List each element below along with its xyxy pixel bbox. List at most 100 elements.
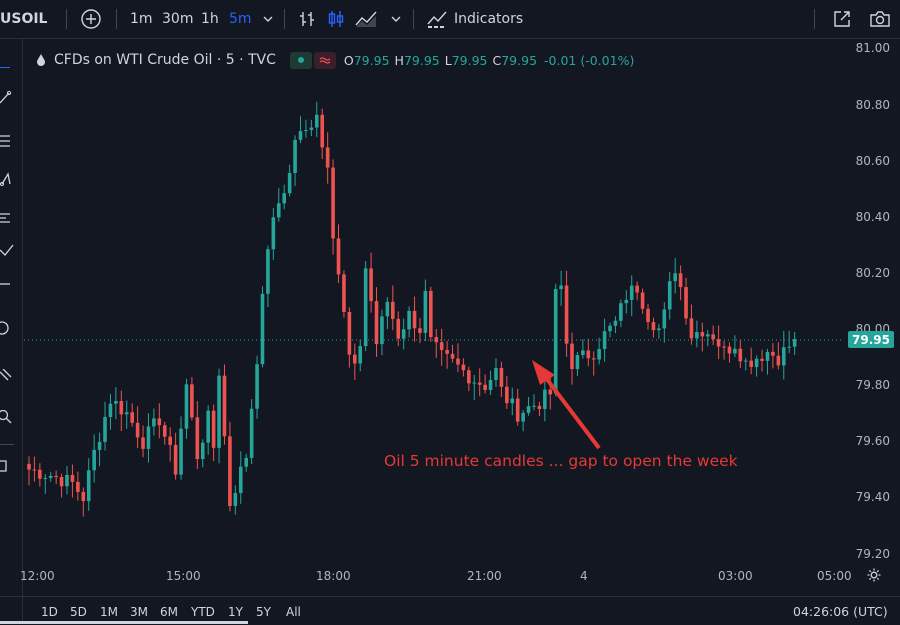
text-tool-icon[interactable] (0, 282, 14, 296)
candle-body (450, 353, 455, 359)
fullscreen-button[interactable] (832, 0, 852, 38)
area-style-button[interactable] (354, 0, 380, 38)
candle-body (195, 417, 200, 460)
top-toolbar: USOIL 1m 30m 1h 5m Indicators (0, 0, 900, 39)
range-button-1m[interactable]: 1M (100, 605, 118, 619)
toolbar-divider (116, 9, 117, 29)
pattern-tool-icon[interactable] (0, 172, 14, 186)
indicators-button[interactable]: Indicators (426, 0, 523, 38)
brush-tool-icon[interactable] (0, 244, 14, 258)
range-button-5d[interactable]: 5D (70, 605, 87, 619)
range-button-5y[interactable]: 5Y (256, 605, 271, 619)
candle-body (347, 311, 352, 355)
candle-body (553, 289, 558, 394)
compare-add-button[interactable] (80, 0, 102, 38)
price-axis[interactable]: 81.00 80.80 80.60 80.40 80.20 80.00 79.80 79.60… (846, 40, 900, 562)
candle-body (249, 408, 254, 458)
price-chart[interactable]: Oil 5 minute candles ... gap to open the… (24, 40, 844, 562)
toolbar-divider (0, 444, 14, 445)
bottom-scroll-indicator (0, 621, 248, 624)
candle-body (684, 287, 688, 319)
snapshot-button[interactable] (869, 0, 891, 38)
gear-icon (867, 568, 881, 582)
range-button-ytd[interactable]: YTD (191, 605, 215, 619)
interval-30m-button[interactable]: 30m (162, 0, 193, 38)
candle-body (119, 401, 124, 415)
candle-body (238, 466, 243, 493)
range-button-all[interactable]: All (286, 605, 301, 619)
candles-icon (328, 11, 344, 27)
interval-5m-button[interactable]: 5m (229, 0, 252, 38)
utc-clock[interactable]: 04:26:06 (UTC) (793, 604, 888, 619)
candle-body (787, 346, 791, 348)
price-tick-label: 79.40 (855, 490, 890, 505)
price-tick-label: 79.20 (855, 546, 890, 561)
candle-body (733, 348, 737, 354)
candle-body (374, 301, 379, 345)
candle-body (293, 139, 297, 173)
series-title[interactable]: CFDs on WTI Crude Oil · 5 · TVC (54, 52, 276, 68)
range-button-1d[interactable]: 1D (41, 605, 58, 619)
candle-body (228, 436, 232, 506)
chart-type-dropdown-button[interactable] (390, 0, 402, 38)
candle-body (173, 444, 178, 475)
interval-dropdown-button[interactable] (262, 0, 274, 38)
range-button-3m[interactable]: 3M (130, 605, 148, 619)
price-tick-label: 79.60 (855, 434, 890, 449)
toolbar-divider (814, 9, 815, 29)
candle-body (749, 360, 753, 367)
axis-settings-button[interactable] (866, 567, 882, 587)
candle-body (363, 268, 368, 347)
toolbar-divider (66, 9, 67, 29)
candle-body (781, 347, 786, 366)
interval-1m-button[interactable]: 1m (130, 0, 153, 38)
candle-body (200, 442, 205, 460)
time-tick-label: 05:00 (817, 569, 852, 583)
fib-tool-icon[interactable] (0, 134, 14, 148)
price-tick-label: 81.00 (855, 41, 890, 56)
candle-body (141, 437, 145, 449)
candle-body (92, 449, 96, 471)
data-window-toggle[interactable] (313, 51, 336, 69)
candle-body (168, 436, 172, 445)
range-button-1y[interactable]: 1Y (228, 605, 243, 619)
candle-body (613, 320, 618, 326)
candle-body (689, 318, 694, 339)
prediction-tool-icon[interactable] (0, 211, 14, 225)
zoom-tool-icon[interactable] (0, 410, 14, 424)
candle-body (255, 364, 259, 409)
measure-tool-icon[interactable] (0, 369, 14, 383)
candle-body (532, 405, 536, 407)
candle-body (597, 348, 601, 360)
magnet-tool-icon[interactable] (0, 459, 14, 473)
symbol-search-button[interactable]: USOIL (0, 0, 47, 38)
time-tick-label: 4 (580, 569, 588, 583)
candle-body (130, 412, 134, 423)
time-tick-label: 15:00 (166, 569, 201, 583)
interval-1h-button[interactable]: 1h (201, 0, 219, 38)
candle-body (97, 441, 102, 450)
candle-body (673, 273, 677, 282)
candle-body (81, 491, 86, 502)
candle-body (418, 328, 422, 333)
time-tick-label: 18:00 (316, 569, 351, 583)
candle-body (103, 417, 107, 442)
range-button-6m[interactable]: 6M (160, 605, 178, 619)
icon-tool-icon[interactable] (0, 321, 14, 335)
candle-body (152, 418, 156, 427)
candle-body (667, 281, 672, 310)
candle-body (716, 339, 721, 347)
candle-body (488, 379, 493, 390)
visibility-toggle[interactable] (289, 51, 312, 69)
trendline-tool-icon[interactable] (0, 91, 14, 105)
bar-style-button[interactable] (297, 0, 317, 38)
crosshair-tool-indicator (0, 67, 10, 68)
candle-body (271, 217, 276, 250)
candle-body (260, 293, 265, 365)
candle-body (456, 358, 460, 365)
candle-body (657, 328, 661, 331)
candle-body (342, 274, 346, 312)
candle-body (266, 249, 270, 294)
interval-1h-label: 1h (201, 11, 219, 27)
candle-style-button[interactable] (326, 0, 346, 38)
